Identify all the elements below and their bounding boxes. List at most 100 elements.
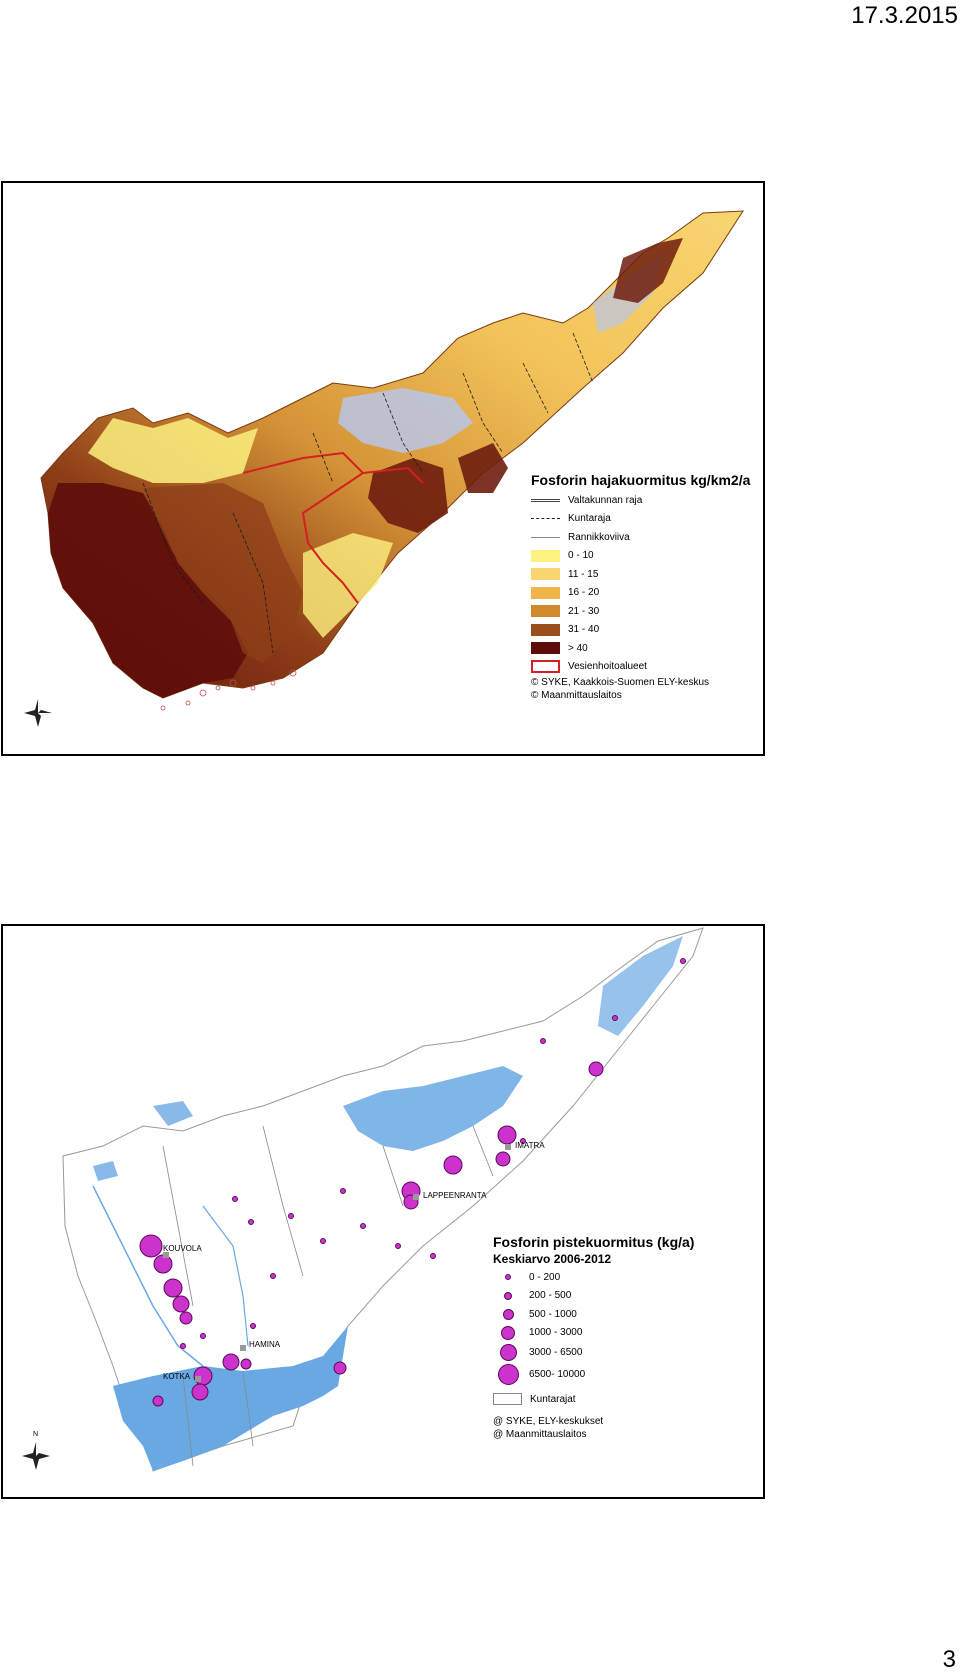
legend-label: 21 - 30 bbox=[568, 605, 600, 617]
load-point bbox=[270, 1273, 276, 1279]
legend-label: 200 - 500 bbox=[529, 1290, 572, 1302]
slide-date: 17.3.2015 bbox=[851, 2, 958, 29]
legend-row-size: 0 - 200 bbox=[493, 1268, 694, 1287]
load-point bbox=[497, 1125, 517, 1145]
diffuse-load-legend: Fosforin hajakuormitus kg/km2/a Valtakun… bbox=[531, 472, 750, 702]
class-swatch bbox=[531, 642, 560, 655]
load-point bbox=[588, 1061, 604, 1077]
legend-label: Vesienhoitoalueet bbox=[568, 661, 647, 673]
legend-row-size: 200 - 500 bbox=[493, 1287, 694, 1306]
diffuse-load-map: Fosforin hajakuormitus kg/km2/a Valtakun… bbox=[1, 181, 765, 756]
load-point bbox=[333, 1361, 347, 1375]
high-load-zone-west bbox=[48, 483, 248, 698]
lake-small bbox=[153, 1101, 193, 1126]
compass-north-label: N bbox=[33, 1431, 39, 1438]
load-point bbox=[340, 1188, 346, 1194]
load-point bbox=[540, 1038, 546, 1044]
point-load-legend: Fosforin pistekuormitus (kg/a) Keskiarvo… bbox=[493, 1234, 694, 1441]
load-point bbox=[520, 1138, 526, 1144]
legend-row-class: 16 - 20 bbox=[531, 584, 750, 603]
legend-label: 16 - 20 bbox=[568, 587, 600, 599]
size-symbol bbox=[505, 1274, 511, 1281]
city-label-lappeenranta: LAPPEENRANTA bbox=[423, 1191, 487, 1200]
load-point bbox=[179, 1311, 193, 1325]
load-point bbox=[222, 1353, 240, 1371]
lake-small bbox=[93, 1161, 118, 1181]
municipal-border-swatch bbox=[531, 518, 560, 520]
high-load-zone-east bbox=[368, 458, 448, 533]
load-point bbox=[288, 1213, 294, 1219]
coastal-islands bbox=[160, 669, 297, 711]
compass-rose bbox=[22, 1442, 50, 1470]
municipal-borders bbox=[142, 332, 594, 654]
size-symbol bbox=[501, 1325, 515, 1340]
size-symbol bbox=[502, 1308, 514, 1320]
legend-row-class: 31 - 40 bbox=[531, 621, 750, 640]
yellow-zone-south bbox=[303, 533, 393, 638]
legend-row-size: 3000 - 6500 bbox=[493, 1342, 694, 1363]
municipality-swatch bbox=[493, 1393, 522, 1406]
city-label-imatra: IMATRA bbox=[515, 1141, 545, 1150]
load-point bbox=[395, 1243, 401, 1249]
legend-row-class: 0 - 10 bbox=[531, 547, 750, 566]
compass-rose bbox=[24, 699, 52, 727]
load-point bbox=[430, 1253, 436, 1259]
river bbox=[92, 1185, 204, 1367]
load-point bbox=[680, 958, 686, 964]
load-point bbox=[163, 1278, 183, 1298]
legend-label: 31 - 40 bbox=[568, 624, 600, 636]
legend-row-coastline: Rannikkoviiva bbox=[531, 528, 750, 547]
legend-label: 0 - 200 bbox=[529, 1271, 561, 1283]
class-swatch bbox=[531, 586, 560, 599]
legend-label: Kuntaraja bbox=[568, 513, 611, 525]
legend-row-national-border: Valtakunnan raja bbox=[531, 491, 750, 510]
load-point bbox=[495, 1151, 511, 1167]
class-swatch bbox=[531, 605, 560, 618]
legend-row-class: 21 - 30 bbox=[531, 602, 750, 621]
coastline-swatch bbox=[531, 536, 560, 538]
load-point bbox=[320, 1238, 326, 1244]
legend-label: > 40 bbox=[568, 642, 588, 654]
load-point bbox=[180, 1343, 186, 1349]
legend-row-size: 500 - 1000 bbox=[493, 1305, 694, 1324]
legend-label: 6500- 10000 bbox=[529, 1369, 586, 1380]
load-point bbox=[200, 1333, 206, 1339]
class-swatch bbox=[531, 623, 560, 636]
high-load-zone-northeast bbox=[613, 238, 683, 303]
legend-row-municipalities: Kuntarajat bbox=[493, 1390, 694, 1409]
legend-row-size: 6500- 10000 bbox=[493, 1363, 694, 1386]
river bbox=[202, 1205, 249, 1347]
low-load-zone-north bbox=[88, 418, 258, 483]
legend-label: 1000 - 3000 bbox=[529, 1327, 583, 1339]
legend-title: Fosforin hajakuormitus kg/km2/a bbox=[531, 472, 751, 488]
load-point bbox=[250, 1323, 256, 1329]
municipal-borders bbox=[162, 1125, 494, 1467]
medium-load-zone bbox=[143, 483, 303, 663]
sea-area bbox=[113, 1326, 348, 1471]
load-point bbox=[152, 1395, 164, 1407]
load-point bbox=[191, 1383, 209, 1401]
class-swatch bbox=[531, 568, 560, 581]
lake-area bbox=[343, 1066, 523, 1151]
load-point bbox=[248, 1219, 254, 1225]
city-label-kouvola: KOUVOLA bbox=[163, 1244, 202, 1253]
national-border-swatch bbox=[531, 498, 560, 502]
city-markers bbox=[163, 1144, 511, 1382]
city-label-hamina: HAMINA bbox=[249, 1340, 281, 1349]
load-point bbox=[139, 1234, 163, 1258]
lake-zone bbox=[338, 388, 473, 453]
legend-label: 11 - 15 bbox=[568, 568, 599, 580]
size-symbol bbox=[504, 1291, 512, 1300]
legend-title: Fosforin pistekuormitus (kg/a) bbox=[493, 1234, 695, 1250]
legend-row-class: 11 - 15 bbox=[531, 565, 750, 584]
load-point bbox=[240, 1358, 252, 1370]
legend-subtitle: Keskiarvo 2006-2012 bbox=[493, 1252, 612, 1266]
load-point bbox=[443, 1155, 463, 1175]
legend-label: 500 - 1000 bbox=[529, 1308, 577, 1320]
load-point bbox=[232, 1196, 238, 1202]
legend-row-class: > 40 bbox=[531, 639, 750, 658]
legend-row-size: 1000 - 3000 bbox=[493, 1324, 694, 1343]
diffuse-load-map-graphic bbox=[24, 210, 744, 727]
credit-line: @ SYKE, ELY-keskukset bbox=[493, 1415, 604, 1427]
legend-row-municipal-border: Kuntaraja bbox=[531, 510, 750, 529]
